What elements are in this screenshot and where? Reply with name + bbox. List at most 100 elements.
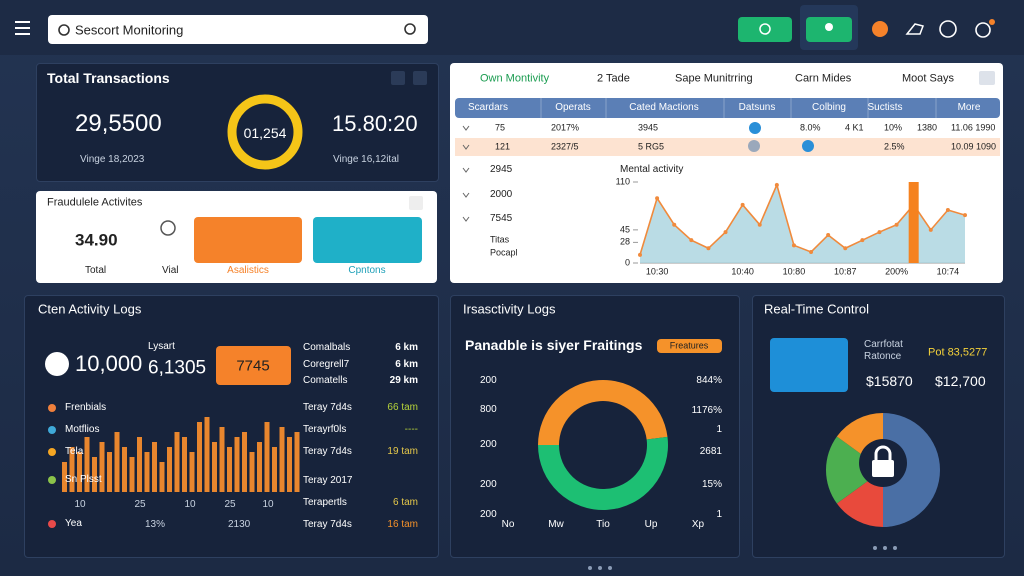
button[interactable] (738, 17, 792, 42)
menu-icon[interactable] (15, 21, 30, 35)
button-label: Cpntons (348, 265, 386, 276)
bar (182, 437, 187, 492)
chart-title: Mental activity (620, 164, 684, 175)
point (706, 246, 711, 251)
text: Terayrf0ls (303, 424, 347, 435)
text: 7545 (490, 213, 513, 224)
bar (84, 437, 90, 492)
expand-arrow (462, 216, 470, 222)
text: No (501, 519, 515, 530)
settings-icon[interactable] (975, 22, 991, 38)
user-icon (825, 23, 833, 31)
icon-label: Vial (162, 265, 179, 276)
bar (69, 447, 75, 492)
label: Ratonce (864, 351, 902, 362)
lock-icon (872, 460, 894, 477)
panel-title: Real-Time Control (764, 301, 869, 317)
text: Teray 7d4s (303, 519, 352, 530)
expand-arrow (462, 192, 470, 198)
metric-sub: Vinge 18,2023 (80, 154, 145, 165)
bar (204, 417, 210, 492)
tab[interactable]: Carn Mides (795, 72, 852, 85)
legend-dot (48, 404, 56, 412)
text: 45 (619, 224, 630, 235)
button[interactable] (194, 217, 302, 263)
expand-arrow (462, 167, 470, 173)
text: Operats (555, 102, 591, 113)
point (860, 238, 865, 243)
text: 1176% (691, 405, 722, 416)
text: Teray 7d4s (303, 402, 352, 413)
slice (538, 436, 668, 511)
bar (114, 432, 120, 492)
text: Tela (65, 446, 84, 457)
text: Pocapl (490, 247, 518, 258)
dropdown-button[interactable] (979, 71, 995, 85)
text: Comatells (303, 375, 348, 386)
area-fill (640, 184, 965, 263)
metric: 29,5500 (75, 110, 162, 137)
search-icon[interactable] (404, 23, 416, 35)
search-icon (58, 24, 70, 36)
bar (122, 447, 127, 492)
icon-button[interactable] (391, 71, 405, 85)
label: Carrfotat (864, 339, 903, 350)
badge (657, 339, 722, 353)
legend-dot (48, 426, 56, 434)
notification-dot (989, 19, 995, 25)
icon-button[interactable] (409, 196, 423, 210)
text: Motflios (65, 424, 100, 435)
text: 2000 (490, 189, 513, 200)
lock-icon (45, 352, 69, 376)
point (963, 213, 967, 218)
text: More (957, 102, 981, 113)
search-box[interactable] (48, 15, 428, 44)
tab[interactable]: Own Montivity (480, 72, 550, 85)
text: Titas (490, 234, 510, 245)
text: 25 (224, 499, 236, 510)
text: ---- (404, 424, 418, 435)
text: Frenbials (65, 402, 107, 413)
tab[interactable]: Sape Munitrring (675, 72, 753, 85)
bar (159, 462, 165, 492)
text: 844% (696, 375, 722, 386)
point (894, 222, 899, 227)
text: Cated Mactions (629, 102, 699, 113)
point (826, 233, 831, 238)
text: 200 (480, 479, 497, 490)
slice (883, 413, 940, 527)
text: Comalbals (303, 342, 351, 353)
text: 200 (480, 509, 497, 520)
text: Yea (65, 518, 82, 529)
text: 2017% (551, 122, 580, 133)
bar (287, 437, 292, 492)
icon-box (770, 338, 848, 392)
bar (77, 452, 82, 492)
text: 11.06 1990 (951, 122, 996, 133)
text: 10:87 (833, 266, 857, 277)
alert-icon[interactable] (872, 21, 888, 37)
metric: 6,1305 (148, 357, 207, 379)
bar (264, 422, 270, 492)
point (928, 227, 933, 232)
text: 1 (716, 509, 722, 520)
bar (129, 457, 135, 492)
text: Xp (691, 519, 705, 530)
point (723, 230, 728, 235)
dropdown[interactable]: Moot Says (902, 72, 954, 85)
timer-icon[interactable] (939, 20, 957, 38)
button[interactable] (313, 217, 422, 263)
icon[interactable] (905, 23, 924, 35)
text: Sn Plsst (65, 474, 102, 485)
icon-button[interactable] (413, 71, 427, 85)
text: 10 (184, 499, 196, 510)
point (672, 222, 677, 227)
bar (137, 437, 142, 492)
text: 200% (885, 266, 909, 277)
highlight: Pot 83,5277 (928, 346, 988, 359)
slice (826, 436, 883, 504)
tab[interactable]: 2 Tade (597, 72, 630, 85)
text: 10:80 (782, 266, 806, 277)
text: 1 (716, 424, 722, 435)
